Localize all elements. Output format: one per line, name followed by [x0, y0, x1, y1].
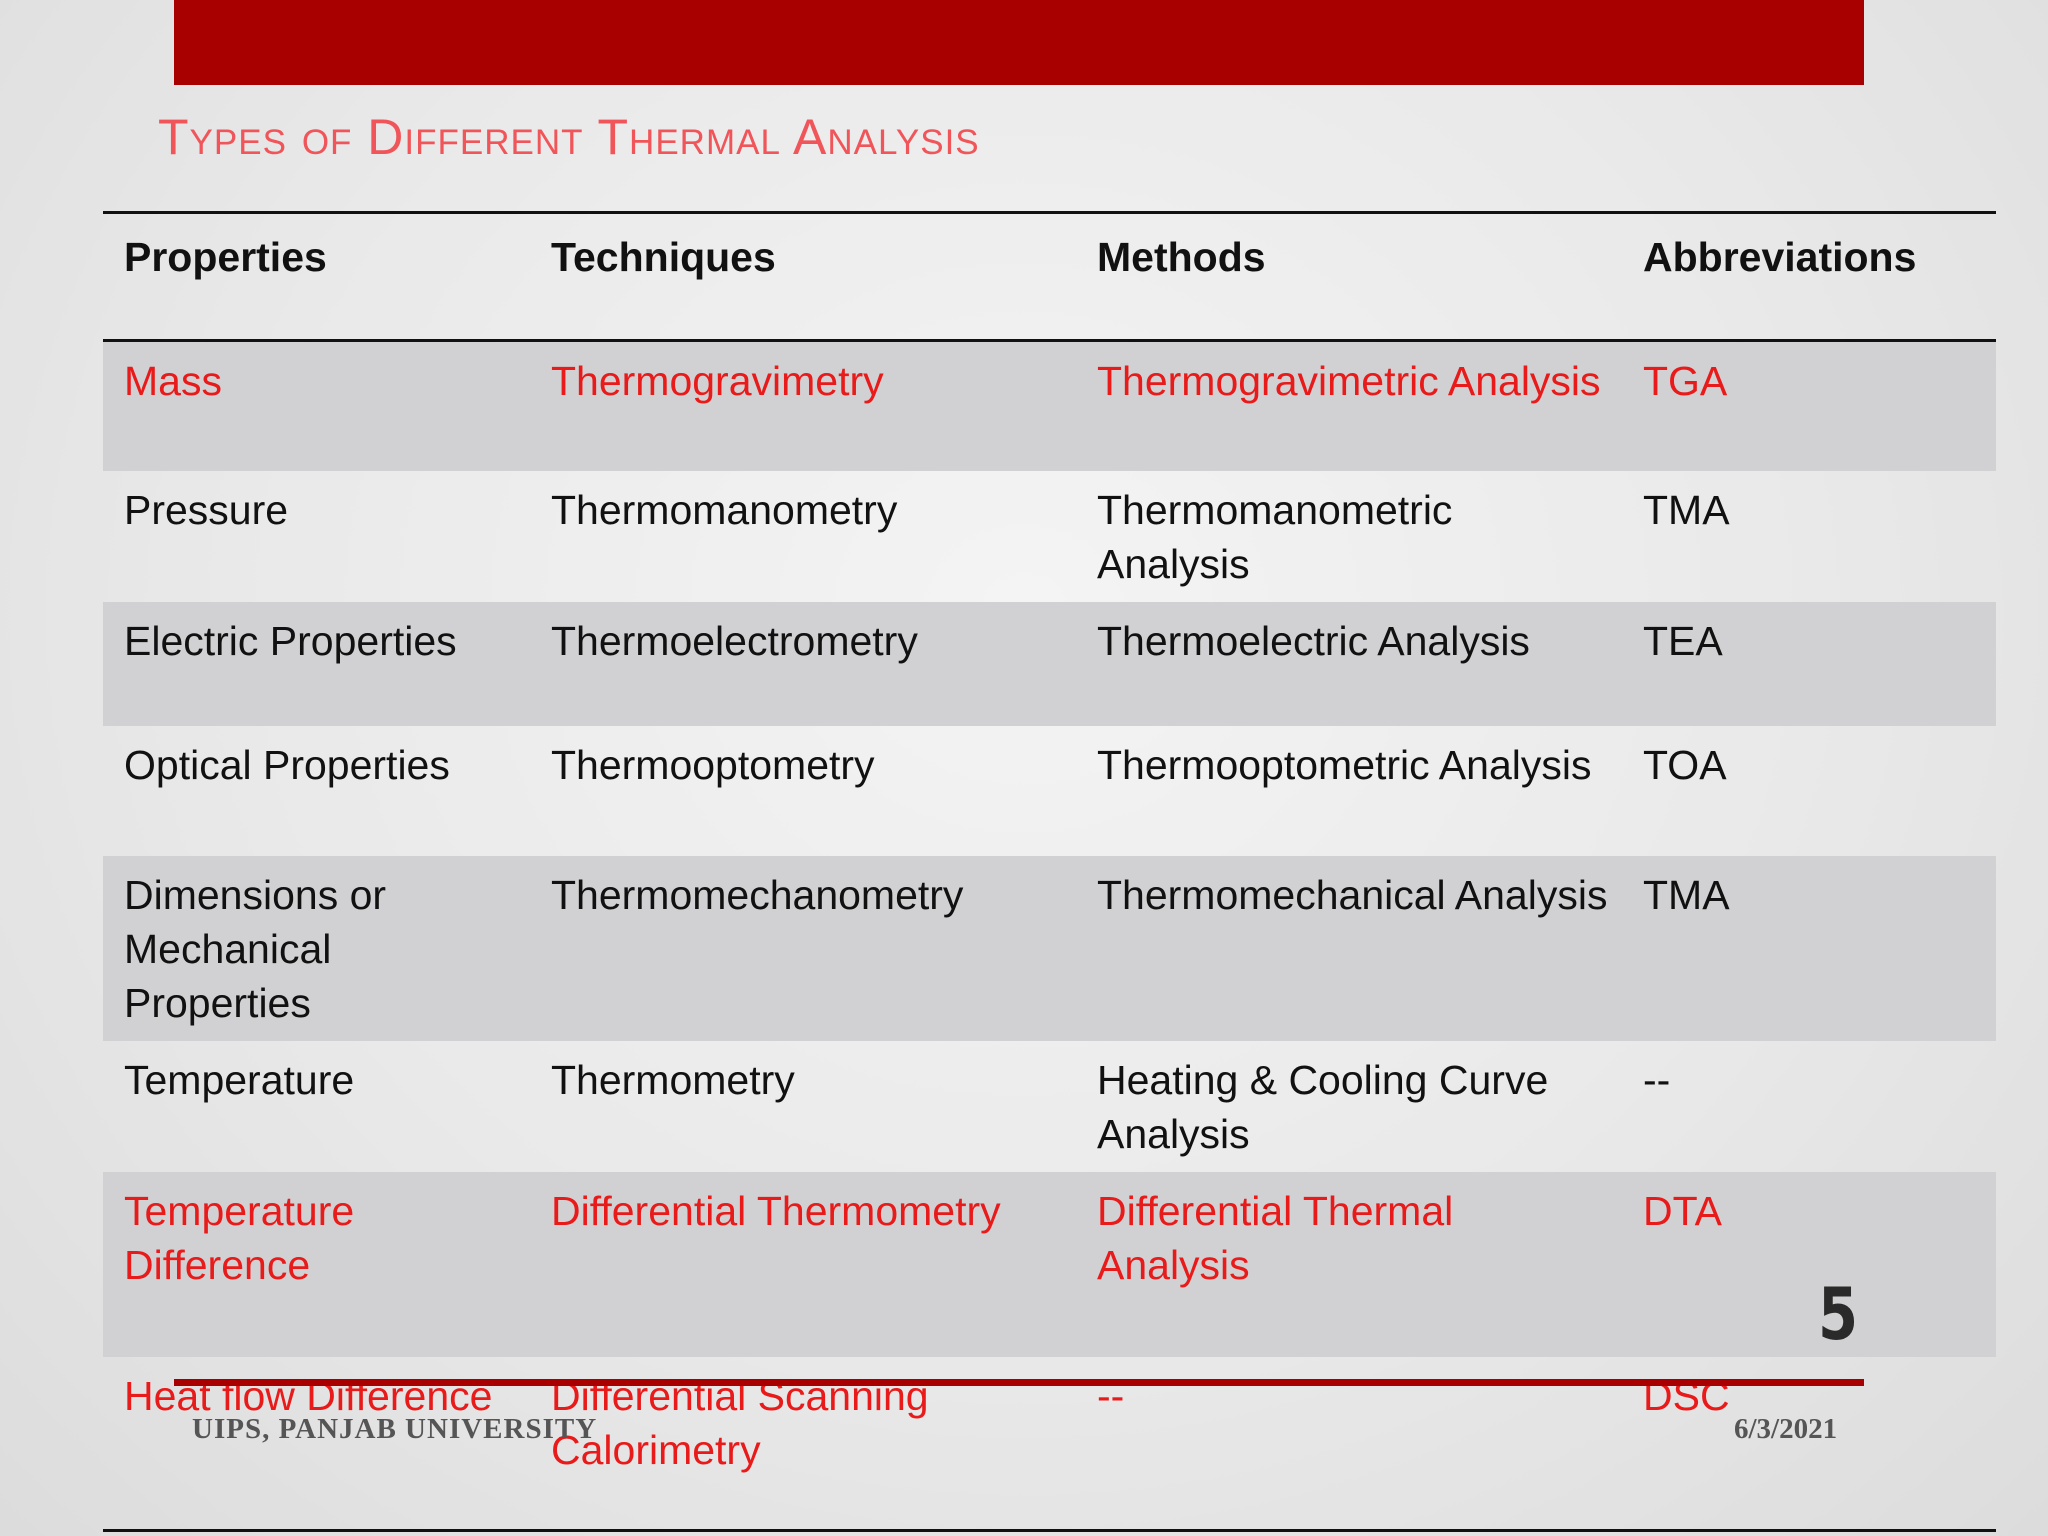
cell-method: Thermoelectric Analysis [1076, 601, 1622, 726]
cell-property: Mass [103, 340, 530, 471]
cell-abbreviation: TGA [1622, 340, 1996, 471]
table-row: Pressure Thermomanometry Thermomanometri… [103, 471, 1996, 602]
cell-abbreviation: DTA [1622, 1171, 1996, 1357]
cell-method: Thermooptometric Analysis [1097, 741, 1592, 788]
footer-accent-line [174, 1379, 1864, 1386]
header-properties: Properties [124, 234, 327, 280]
cell-abbreviation: -- [1643, 1056, 1671, 1103]
slide-title: Types of Different Thermal Analysis [158, 109, 980, 165]
table-row: Dimensions or Mechanical Properties Ther… [103, 855, 1996, 1041]
top-accent-bar [174, 0, 1864, 85]
table-row: Mass Thermogravimetry Thermogravimetric … [103, 340, 1996, 471]
cell-technique: Thermooptometry [551, 741, 875, 788]
thermal-analysis-table-container: Properties Techniques Methods Abbreviati… [103, 211, 1996, 1532]
table-row: Optical Properties Thermooptometry Therm… [103, 726, 1996, 856]
slide-number: 5 [1818, 1272, 1859, 1356]
cell-method: Thermogravimetric Analysis [1076, 340, 1622, 471]
cell-abbreviation: TMA [1643, 486, 1730, 533]
cell-method: Heating & Cooling Curve Analysis [1097, 1056, 1549, 1157]
table-row: Temperature Difference Differential Ther… [103, 1171, 1996, 1357]
footer-date: 6/3/2021 [1734, 1413, 1838, 1445]
cell-technique: Thermomanometry [551, 486, 898, 533]
cell-technique: Differential Thermometry [530, 1171, 1076, 1357]
cell-property: Electric Properties [103, 601, 530, 726]
cell-property: Pressure [124, 486, 289, 533]
cell-technique: Thermomechanometry [530, 855, 1076, 1041]
cell-abbreviation: TOA [1643, 741, 1727, 788]
header-techniques: Techniques [551, 234, 776, 280]
thermal-analysis-table: Properties Techniques Methods Abbreviati… [103, 211, 1996, 1532]
cell-abbreviation: TMA [1622, 855, 1996, 1041]
cell-property: Temperature Difference [103, 1171, 530, 1357]
table-row: Electric Properties Thermoelectrometry T… [103, 601, 1996, 726]
cell-property: Optical Properties [124, 741, 450, 788]
table-header-row: Properties Techniques Methods Abbreviati… [103, 212, 1996, 341]
cell-technique: Thermometry [551, 1056, 795, 1103]
cell-property: Temperature [124, 1056, 355, 1103]
header-methods: Methods [1097, 234, 1266, 280]
cell-property: Dimensions or Mechanical Properties [103, 855, 530, 1041]
cell-technique: Thermogravimetry [530, 340, 1076, 471]
cell-method: Differential Thermal Analysis [1076, 1171, 1622, 1357]
table-row: Temperature Thermometry Heating & Coolin… [103, 1041, 1996, 1172]
header-abbreviations: Abbreviations [1643, 234, 1917, 280]
cell-method: Thermomechanical Analysis [1076, 855, 1622, 1041]
cell-abbreviation: TEA [1622, 601, 1996, 726]
footer-institution: UIPS, PANJAB UNIVERSITY [192, 1413, 598, 1445]
cell-method: Thermomanometric Analysis [1097, 486, 1453, 587]
cell-technique: Thermoelectrometry [530, 601, 1076, 726]
